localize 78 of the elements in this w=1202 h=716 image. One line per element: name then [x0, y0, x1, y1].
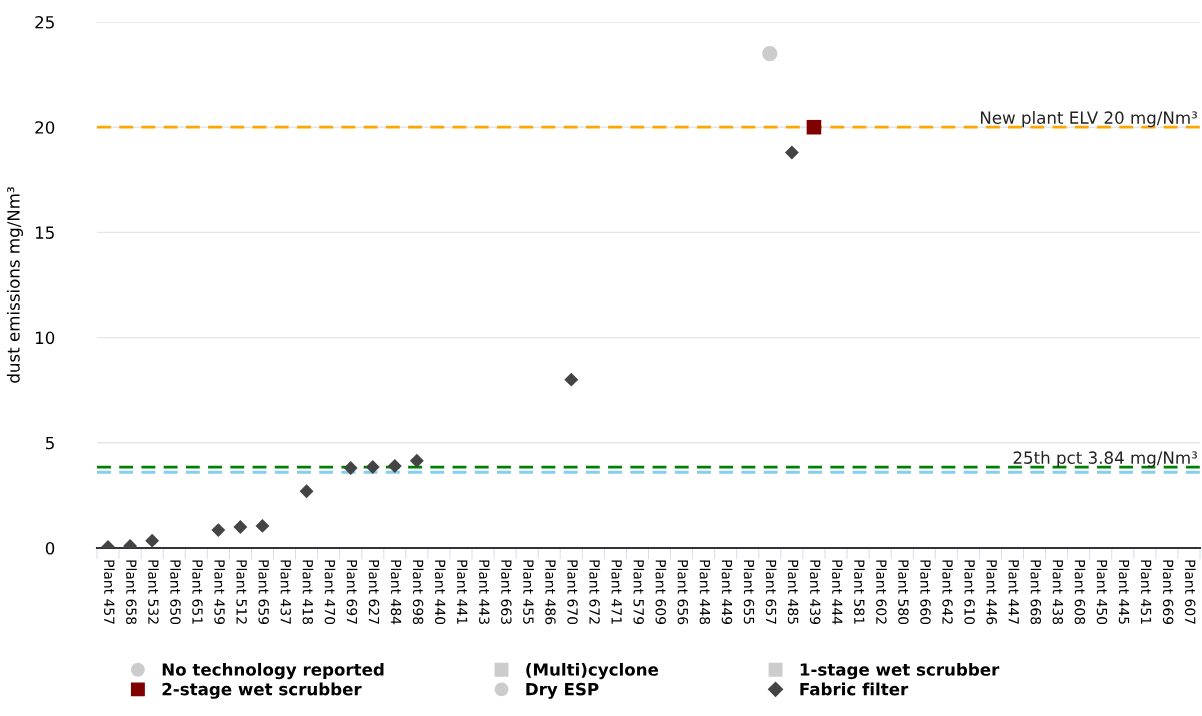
legend-label: No technology reported: [162, 662, 384, 680]
x-tick-label: Plant 441: [456, 560, 468, 624]
x-tick-label: Plant 512: [236, 560, 248, 624]
point: [762, 45, 778, 62]
x-tick-label: Plant 438: [1052, 560, 1064, 625]
x-tick-label: Plant 470: [324, 560, 336, 625]
x-tick-label: Plant 658: [126, 560, 137, 625]
x-tick-label: Plant 532: [148, 560, 159, 624]
x-tick-label: Plant 698: [412, 560, 424, 625]
point: [299, 484, 314, 499]
x-tick-label: Plant 672: [589, 560, 601, 624]
x-tick-label: Plant 668: [1030, 560, 1042, 625]
x-tick-label: Plant 447: [1008, 560, 1020, 624]
x-tick-label: Plant 660: [920, 560, 931, 625]
x-tick-label: Plant 609: [655, 560, 667, 625]
x-tick-label: Plant 486: [545, 560, 556, 625]
x-tick-label: Plant 448: [699, 560, 711, 625]
x-tick-label: Plant 445: [1118, 560, 1130, 624]
point: [211, 523, 226, 538]
x-tick-label: Plant 602: [876, 560, 887, 624]
x-tick-label: Plant 449: [721, 560, 733, 625]
x-tick-label: Plant 437: [280, 560, 292, 624]
x-tick-label: Plant 457: [104, 560, 115, 624]
y-tick-label: 15: [35, 226, 54, 239]
x-tick-label: Plant 581: [854, 560, 865, 624]
y-tick-label: 20: [35, 121, 55, 134]
point: [387, 459, 402, 473]
x-tick-label: Plant 455: [523, 560, 534, 624]
y-tick-label: 10: [35, 331, 55, 345]
x-tick-label: Plant 697: [346, 560, 358, 624]
x-tick-label: Plant 663: [501, 560, 512, 624]
point: [409, 453, 424, 468]
y-tick-label: 0: [45, 541, 55, 555]
point: [365, 460, 380, 474]
x-tick-label: Plant 610: [964, 560, 976, 625]
x-tick-label: Plant 657: [765, 560, 777, 624]
legend-label: Dry ESP: [526, 682, 599, 699]
x-tick-label: Plant 440: [434, 560, 446, 625]
x-tick-label: Plant 471: [611, 560, 623, 624]
x-tick-label: Plant 651: [192, 560, 203, 624]
point: [255, 518, 270, 533]
legend-label: 2-stage wet scrubber: [162, 682, 362, 699]
legend-label: 1-stage wet scrubber: [800, 662, 1000, 680]
x-tick-label: Plant 443: [479, 560, 490, 624]
point: [145, 533, 160, 548]
x-tick-label: Plant 580: [898, 560, 909, 625]
point: [343, 461, 358, 475]
ref-line-label: 25th pct 3.84 mg/Nm³: [1013, 451, 1197, 468]
x-tick-label: Plant 655: [743, 560, 755, 624]
x-tick-label: Plant 459: [214, 560, 226, 625]
x-tick-label: Plant 446: [986, 560, 998, 625]
y-tick-label: 25: [35, 15, 54, 29]
legend-label: (Multi)cyclone: [526, 662, 659, 680]
x-tick-label: Plant 669: [1162, 560, 1174, 625]
x-tick-label: Plant 444: [831, 560, 843, 625]
x-tick-label: Plant 656: [677, 560, 689, 625]
point: [233, 520, 248, 534]
x-tick-label: Plant 439: [809, 560, 821, 625]
x-tick-label: Plant 642: [942, 560, 954, 624]
x-tick-label: Plant 627: [368, 560, 380, 624]
x-tick-label: Plant 579: [633, 560, 645, 625]
point: [564, 372, 579, 387]
y-axis-title: dust emissions mg/Nm³: [6, 187, 24, 383]
point: [806, 119, 822, 135]
x-tick-label: Plant 484: [390, 560, 402, 625]
x-tick-label: Plant 608: [1074, 560, 1086, 625]
legend-label: Fabric filter: [800, 682, 909, 696]
x-tick-label: Plant 485: [787, 560, 799, 624]
x-tick-label: Plant 607: [1184, 560, 1196, 624]
point: [784, 145, 799, 160]
x-tick-label: Plant 659: [258, 560, 270, 625]
x-tick-label: Plant 418: [302, 560, 314, 625]
x-tick-label: Plant 451: [1140, 560, 1152, 624]
ref-line-label: New plant ELV 20 mg/Nm³: [980, 111, 1197, 128]
y-tick-label: 5: [46, 436, 54, 450]
x-tick-label: Plant 650: [170, 560, 181, 625]
x-tick-label: Plant 670: [567, 560, 579, 625]
x-tick-label: Plant 450: [1096, 560, 1108, 625]
